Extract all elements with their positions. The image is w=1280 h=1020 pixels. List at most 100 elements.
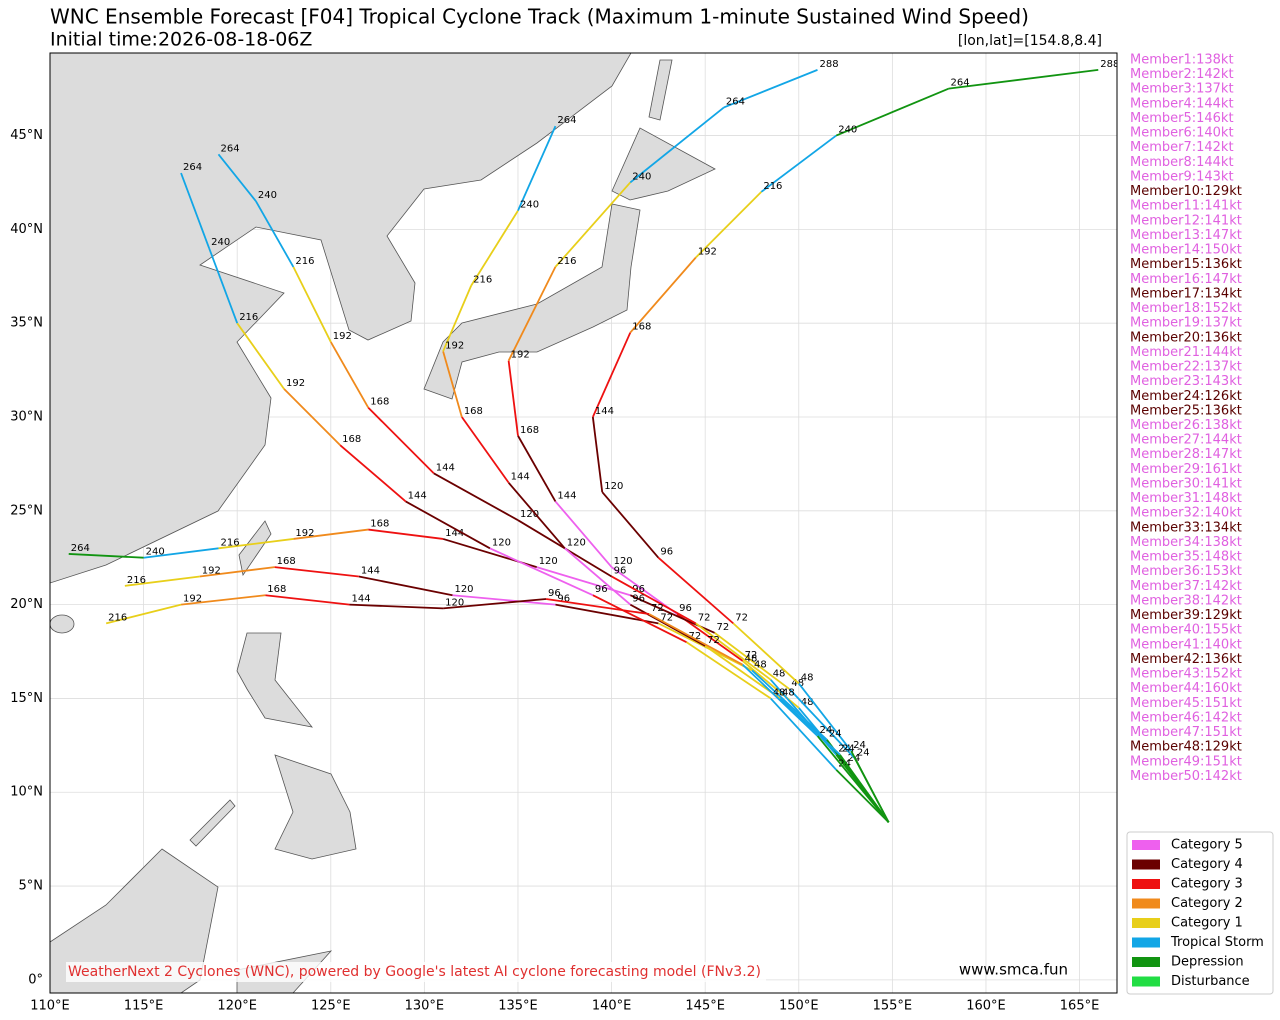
track-segment xyxy=(274,566,359,578)
member-label: Member32:140kt xyxy=(1130,506,1242,521)
hour-label: 168 xyxy=(277,556,296,567)
member-label: Member48:129kt xyxy=(1130,740,1242,755)
member-label: Member8:144kt xyxy=(1130,155,1234,170)
hour-label: 168 xyxy=(370,397,389,408)
track-segment xyxy=(255,200,295,268)
member-label: Member26:138kt xyxy=(1130,418,1242,433)
hour-label: 192 xyxy=(286,378,305,389)
y-tick-label: 30°N xyxy=(10,409,43,424)
track-segment xyxy=(816,735,890,823)
hour-label: 72 xyxy=(688,631,701,642)
track-segment xyxy=(180,172,210,249)
hour-label: 72 xyxy=(651,603,664,614)
hour-label: 96 xyxy=(679,603,692,614)
tracks: 2448729612014416819221624026428824487296… xyxy=(68,59,1117,823)
legend-label: Disturbance xyxy=(1171,974,1250,989)
track-segment xyxy=(367,406,435,474)
hour-label: 48 xyxy=(801,672,814,683)
land-palawan xyxy=(189,799,236,847)
hour-label: 288 xyxy=(819,59,838,70)
hour-label: 72 xyxy=(735,612,748,623)
hour-label: 24 xyxy=(819,725,832,736)
credit: WeatherNext 2 Cyclones (WNC), powered by… xyxy=(68,964,761,980)
land xyxy=(50,53,716,993)
track-segment xyxy=(517,435,557,502)
hour-label: 144 xyxy=(557,490,576,501)
legend-label: Tropical Storm xyxy=(1170,935,1264,950)
member-label: Member24:126kt xyxy=(1130,389,1242,404)
member-label: Member10:129kt xyxy=(1130,184,1242,199)
track-segment xyxy=(217,153,257,202)
x-tick-label: 125°E xyxy=(311,999,351,1014)
x-tick-label: 150°E xyxy=(779,999,819,1014)
land-borneo xyxy=(50,848,219,993)
credit-bg xyxy=(66,962,766,982)
hour-label: 192 xyxy=(445,340,464,351)
member-label: Member34:138kt xyxy=(1130,535,1242,550)
track-segment xyxy=(648,613,744,666)
hour-label: 120 xyxy=(614,556,633,567)
hour-label: 72 xyxy=(660,612,673,623)
track-segment xyxy=(591,416,604,493)
legend-box xyxy=(1126,831,1274,995)
member-label: Member9:143kt xyxy=(1130,169,1234,184)
hour-label: 264 xyxy=(71,543,90,554)
hour-label: 24 xyxy=(838,744,851,755)
hour-label: 120 xyxy=(445,597,464,608)
hour-label: 120 xyxy=(567,537,586,548)
member-label: Member15:136kt xyxy=(1130,257,1242,272)
legend-label: Depression xyxy=(1171,955,1244,970)
member-label: Member35:148kt xyxy=(1130,550,1242,565)
member-label: Member36:153kt xyxy=(1130,564,1242,579)
hour-label: 72 xyxy=(707,635,720,646)
member-label: Member19:137kt xyxy=(1130,316,1242,331)
track-segment xyxy=(443,598,547,610)
legend-label: Category 1 xyxy=(1171,916,1243,931)
member-label: Member29:161kt xyxy=(1130,462,1242,477)
track-segment xyxy=(180,594,266,606)
hour-label: 192 xyxy=(698,247,717,258)
member-label: Member18:152kt xyxy=(1130,301,1242,316)
hour-label: 216 xyxy=(127,575,146,586)
track-segment xyxy=(265,594,350,606)
track-segment xyxy=(554,500,613,568)
legend-swatch xyxy=(1132,976,1160,987)
member-label: Member22:137kt xyxy=(1130,360,1242,375)
track-segment xyxy=(695,622,772,681)
hour-label: 48 xyxy=(773,687,786,698)
member-label: Member40:155kt xyxy=(1130,623,1242,638)
track-segment xyxy=(564,547,631,606)
track-segment xyxy=(442,285,473,352)
land-sakhalin xyxy=(648,59,673,121)
y-tick-label: 25°N xyxy=(10,503,43,518)
x-tick-label: 145°E xyxy=(685,999,725,1014)
land-japan xyxy=(423,203,641,400)
track-segment xyxy=(507,482,566,549)
hour-label: 216 xyxy=(473,275,492,286)
member-label: Member4:144kt xyxy=(1130,96,1234,111)
track-segment xyxy=(779,697,841,756)
hour-label: 240 xyxy=(146,547,165,558)
hour-label: 96 xyxy=(660,547,673,558)
hour-label: 144 xyxy=(511,472,530,483)
hour-label: 96 xyxy=(614,565,627,576)
member-label: Member14:150kt xyxy=(1130,243,1242,258)
x-tick-label: 120°E xyxy=(217,999,257,1014)
map-frame xyxy=(49,52,1118,994)
legend-swatch xyxy=(1132,918,1160,928)
track-segment xyxy=(452,594,556,606)
member-label: Member1:138kt xyxy=(1130,53,1234,68)
x-tick-label: 110°E xyxy=(30,999,70,1014)
member-label: Member5:146kt xyxy=(1130,111,1234,126)
hour-label: 168 xyxy=(342,434,361,445)
x-tick-label: 160°E xyxy=(966,999,1006,1014)
y-tick-label: 10°N xyxy=(10,785,43,800)
hour-label: 48 xyxy=(801,697,814,708)
track-segment xyxy=(470,210,519,287)
hour-label: 264 xyxy=(220,143,239,154)
member-label: Member47:151kt xyxy=(1130,725,1242,740)
hour-label: 264 xyxy=(726,96,745,107)
legend-swatch xyxy=(1132,937,1160,948)
legend-swatch xyxy=(1132,840,1160,850)
